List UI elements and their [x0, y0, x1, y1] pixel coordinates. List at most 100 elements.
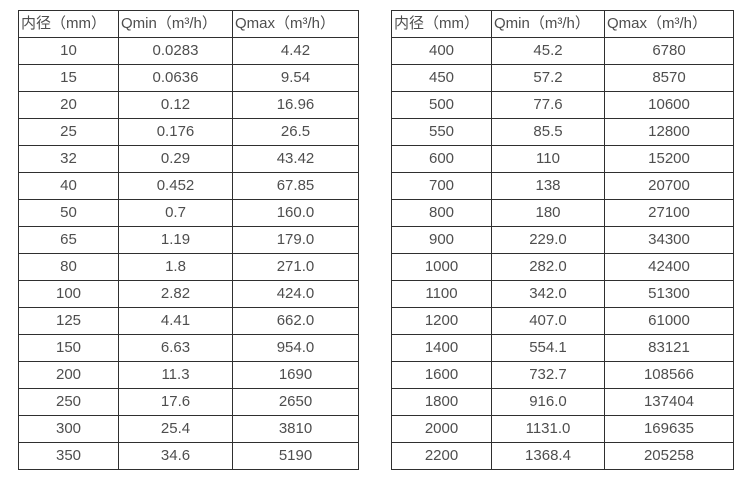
table-cell: 25: [18, 118, 119, 146]
table-row: 50 0.7 160.0: [18, 199, 359, 227]
flow-table-small-diameters: 内径（mm） Qmin（m³/h） Qmax（m³/h） 10 0.0283 4.4…: [18, 10, 359, 470]
table-cell: 554.1: [491, 334, 605, 362]
table-cell: 271.0: [232, 253, 359, 281]
table-row: 800 180 27100: [391, 199, 734, 227]
table-row: 100 2.82 424.0: [18, 280, 359, 308]
table-cell: 100: [18, 280, 119, 308]
table-cell: 0.0283: [118, 37, 233, 65]
table-cell: 34.6: [118, 442, 233, 470]
table-cell: 4.42: [232, 37, 359, 65]
table-row: 25 0.176 26.5: [18, 118, 359, 146]
table-cell: 42400: [604, 253, 734, 281]
table-row: 80 1.8 271.0: [18, 253, 359, 281]
table-row: 10 0.0283 4.42: [18, 37, 359, 65]
table-cell: 83121: [604, 334, 734, 362]
table-cell: 15: [18, 64, 119, 92]
table-row: 1100 342.0 51300: [391, 280, 734, 308]
table-cell: 67.85: [232, 172, 359, 200]
table-cell: 500: [391, 91, 492, 119]
table-cell: 16.96: [232, 91, 359, 119]
table-cell: 350: [18, 442, 119, 470]
table-cell: 110: [491, 145, 605, 173]
table-header-row-large: 内径（mm） Qmin（m³/h） Qmax（m³/h）: [391, 10, 734, 38]
table-cell: 0.7: [118, 199, 233, 227]
table-cell: 9.54: [232, 64, 359, 92]
table-row: 450 57.2 8570: [391, 64, 734, 92]
table-cell: 26.5: [232, 118, 359, 146]
table-row: 1200 407.0 61000: [391, 307, 734, 335]
table-cell: 916.0: [491, 388, 605, 416]
column-header-qmin: Qmin（m³/h）: [118, 10, 233, 38]
table-row: 200 11.3 1690: [18, 361, 359, 389]
table-row: 1800 916.0 137404: [391, 388, 734, 416]
table-cell: 138: [491, 172, 605, 200]
table-cell: 205258: [604, 442, 734, 470]
table-row: 2200 1368.4 205258: [391, 442, 734, 470]
table-cell: 169635: [604, 415, 734, 443]
table-cell: 57.2: [491, 64, 605, 92]
table-row: 1000 282.0 42400: [391, 253, 734, 281]
table-cell: 282.0: [491, 253, 605, 281]
column-header-diameter: 内径（mm）: [18, 10, 119, 38]
table-row: 15 0.0636 9.54: [18, 64, 359, 92]
table-cell: 17.6: [118, 388, 233, 416]
table-cell: 10: [18, 37, 119, 65]
table-cell: 2000: [391, 415, 492, 443]
table-cell: 11.3: [118, 361, 233, 389]
table-cell: 200: [18, 361, 119, 389]
table-row: 1400 554.1 83121: [391, 334, 734, 362]
table-cell: 250: [18, 388, 119, 416]
table-cell: 34300: [604, 226, 734, 254]
table-body-small: 10 0.0283 4.42 15 0.0636 9.54 20 0.12 16.96 25 0.1…: [18, 37, 359, 470]
table-row: 600 110 15200: [391, 145, 734, 173]
table-cell: 2650: [232, 388, 359, 416]
table-cell: 65: [18, 226, 119, 254]
table-cell: 900: [391, 226, 492, 254]
table-cell: 1100: [391, 280, 492, 308]
table-cell: 8570: [604, 64, 734, 92]
table-row: 1600 732.7 108566: [391, 361, 734, 389]
table-cell: 125: [18, 307, 119, 335]
table-cell: 20700: [604, 172, 734, 200]
table-row: 700 138 20700: [391, 172, 734, 200]
table-cell: 6.63: [118, 334, 233, 362]
table-cell: 662.0: [232, 307, 359, 335]
table-cell: 342.0: [491, 280, 605, 308]
table-row: 500 77.6 10600: [391, 91, 734, 119]
table-cell: 1400: [391, 334, 492, 362]
flow-table-large-diameters: 内径（mm） Qmin（m³/h） Qmax（m³/h） 400 45.2 6780…: [391, 10, 734, 470]
table-cell: 450: [391, 64, 492, 92]
table-cell: 954.0: [232, 334, 359, 362]
table-cell: 1200: [391, 307, 492, 335]
table-cell: 400: [391, 37, 492, 65]
table-header-row: 内径（mm） Qmin（m³/h） Qmax（m³/h）: [391, 10, 734, 38]
table-cell: 108566: [604, 361, 734, 389]
table-cell: 77.6: [491, 91, 605, 119]
table-cell: 1000: [391, 253, 492, 281]
table-row: 350 34.6 5190: [18, 442, 359, 470]
table-cell: 150: [18, 334, 119, 362]
table-cell: 12800: [604, 118, 734, 146]
table-cell: 40: [18, 172, 119, 200]
table-cell: 45.2: [491, 37, 605, 65]
table-row: 250 17.6 2650: [18, 388, 359, 416]
table-cell: 2.82: [118, 280, 233, 308]
table-cell: 43.42: [232, 145, 359, 173]
table-cell: 300: [18, 415, 119, 443]
table-row: 550 85.5 12800: [391, 118, 734, 146]
table-cell: 1.19: [118, 226, 233, 254]
column-header-qmin: Qmin（m³/h）: [491, 10, 605, 38]
table-cell: 0.452: [118, 172, 233, 200]
table-cell: 800: [391, 199, 492, 227]
table-cell: 732.7: [491, 361, 605, 389]
table-cell: 25.4: [118, 415, 233, 443]
table-row: 20 0.12 16.96: [18, 91, 359, 119]
table-cell: 27100: [604, 199, 734, 227]
table-cell: 1800: [391, 388, 492, 416]
table-row: 900 229.0 34300: [391, 226, 734, 254]
table-cell: 0.12: [118, 91, 233, 119]
table-cell: 0.176: [118, 118, 233, 146]
table-cell: 20: [18, 91, 119, 119]
table-cell: 1690: [232, 361, 359, 389]
